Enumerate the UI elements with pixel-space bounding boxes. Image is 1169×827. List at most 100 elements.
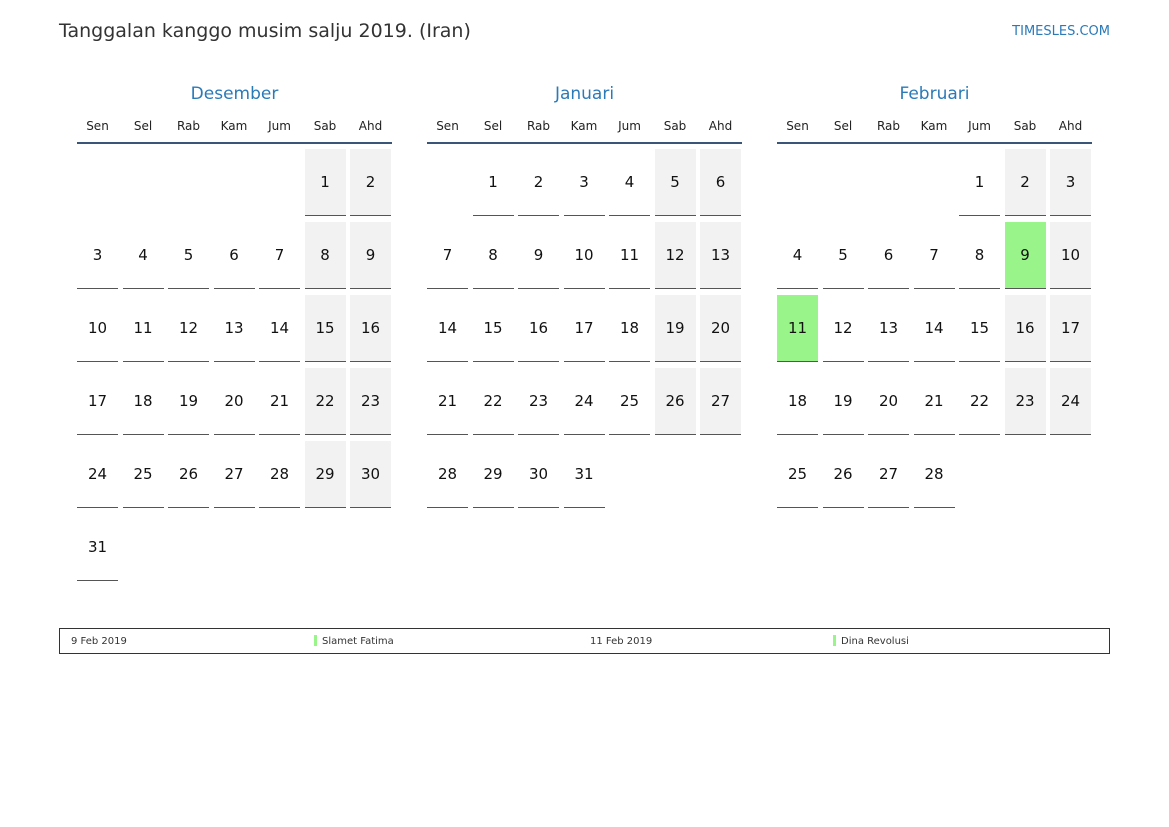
header-rule [77, 142, 392, 144]
site-link[interactable]: TIMESLES.COM [1012, 24, 1110, 39]
day-cell: 4 [609, 149, 650, 216]
holiday-date: 11 Feb 2019 [590, 636, 653, 647]
day-cell: 3 [563, 149, 605, 216]
day-cell: 23 [518, 368, 559, 435]
day-cell: 18 [609, 295, 650, 362]
day-cell: 27 [213, 441, 255, 508]
day-cell: 7 [427, 222, 468, 289]
day-cell: 2 [518, 149, 559, 216]
day-cell: 20 [213, 368, 255, 435]
day-cell: 28 [427, 441, 468, 508]
weekday-label: Rab [526, 119, 551, 133]
day-cell: 19 [654, 295, 696, 362]
weekday-label: Sen [436, 119, 459, 133]
day-cell: 6 [213, 222, 255, 289]
weekday-label: Sab [1013, 119, 1037, 133]
day-cell: 15 [304, 295, 346, 362]
day-cell: 9 [518, 222, 559, 289]
weekday-label: Jum [268, 119, 291, 133]
header-rule [777, 142, 1092, 144]
day-cell: 16 [1004, 295, 1046, 362]
day-cell: 1 [959, 149, 1000, 216]
day-cell: 28 [913, 441, 955, 508]
day-cell: 29 [304, 441, 346, 508]
day-cell: 8 [472, 222, 514, 289]
day-cell: 12 [168, 295, 209, 362]
day-cell: 22 [959, 368, 1000, 435]
page-title: Tanggalan kanggo musim salju 2019. (Iran… [59, 20, 471, 42]
weekday-label: Rab [176, 119, 201, 133]
day-cell: 31 [563, 441, 605, 508]
weekday-label: Kam [570, 119, 598, 133]
weekday-label: Sab [313, 119, 337, 133]
weekday-label: Sel [833, 119, 853, 133]
day-cell: 20 [700, 295, 741, 362]
weekday-label: Ahd [358, 119, 383, 133]
day-cell: 30 [350, 441, 391, 508]
holiday-marker [314, 635, 317, 646]
day-cell: 24 [1050, 368, 1091, 435]
day-cell: 24 [563, 368, 605, 435]
day-cell: 12 [654, 222, 696, 289]
day-cell: 2 [350, 149, 391, 216]
weekday-label: Kam [920, 119, 948, 133]
day-cell: 1 [304, 149, 346, 216]
day-cell: 9 [350, 222, 391, 289]
day-cell: 6 [700, 149, 741, 216]
weekday-label: Sen [786, 119, 809, 133]
day-cell: 10 [1050, 222, 1091, 289]
holiday-legend: 9 Feb 2019 Slamet Fatima 11 Feb 2019 Dina R… [59, 628, 1110, 654]
day-cell: 7 [913, 222, 955, 289]
day-cell: 25 [777, 441, 818, 508]
day-cell: 14 [913, 295, 955, 362]
weekday-label: Ahd [708, 119, 733, 133]
day-cell: 13 [700, 222, 741, 289]
weekday-label: Jum [618, 119, 641, 133]
day-cell: 12 [822, 295, 864, 362]
day-cell: 13 [213, 295, 255, 362]
day-cell: 17 [77, 368, 118, 435]
weekday-label: Jum [968, 119, 991, 133]
header-rule [427, 142, 742, 144]
weekday-label: Sen [86, 119, 109, 133]
day-cell: 25 [122, 441, 164, 508]
weekday-label: Sel [483, 119, 503, 133]
day-cell: 17 [563, 295, 605, 362]
day-cell: 8 [959, 222, 1000, 289]
day-cell: 23 [350, 368, 391, 435]
day-cell: 7 [259, 222, 300, 289]
day-cell: 22 [472, 368, 514, 435]
day-cell: 6 [868, 222, 909, 289]
day-cell: 21 [259, 368, 300, 435]
month-name: Januari [554, 84, 615, 104]
day-cell: 22 [304, 368, 346, 435]
day-cell: 13 [868, 295, 909, 362]
weekday-label: Kam [220, 119, 248, 133]
day-cell: 21 [913, 368, 955, 435]
weekday-label: Ahd [1058, 119, 1083, 133]
holiday-date: 9 Feb 2019 [71, 636, 127, 647]
day-cell: 20 [868, 368, 909, 435]
day-cell: 26 [654, 368, 696, 435]
day-cell: 31 [77, 514, 118, 581]
day-cell: 18 [777, 368, 818, 435]
day-cell: 16 [350, 295, 391, 362]
day-cell: 30 [518, 441, 559, 508]
weekday-label: Sel [133, 119, 153, 133]
holiday-name: Dina Revolusi [841, 636, 909, 647]
day-cell: 11 [122, 295, 164, 362]
day-cell: 11 [609, 222, 650, 289]
month-name: Februari [899, 84, 970, 104]
day-cell: 5 [822, 222, 864, 289]
day-cell: 5 [168, 222, 209, 289]
day-cell: 27 [700, 368, 741, 435]
day-cell: 25 [609, 368, 650, 435]
day-cell: 10 [77, 295, 118, 362]
day-cell: 18 [122, 368, 164, 435]
month-name: Desember [190, 84, 279, 104]
day-cell: 10 [563, 222, 605, 289]
day-cell: 3 [1050, 149, 1091, 216]
day-cell: 3 [77, 222, 118, 289]
day-cell: 26 [168, 441, 209, 508]
day-cell: 15 [959, 295, 1000, 362]
